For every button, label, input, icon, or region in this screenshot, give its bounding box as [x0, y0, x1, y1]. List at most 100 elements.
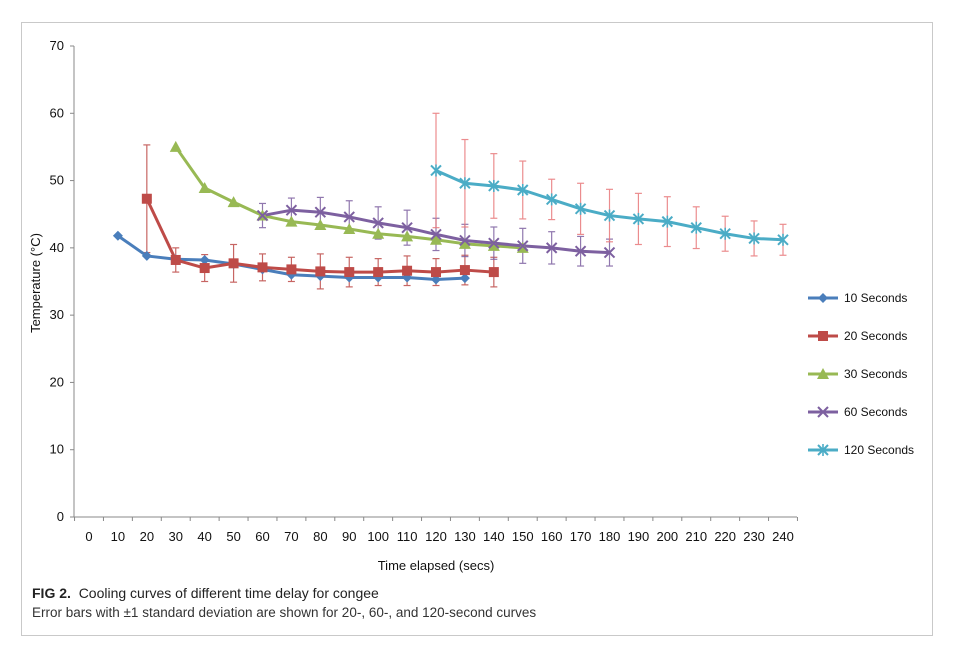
x-tick-label: 200: [656, 529, 678, 544]
x-tick-label: 230: [743, 529, 765, 544]
x-tick-label: 100: [367, 529, 389, 544]
data-point-60-seconds: [372, 217, 384, 229]
x-tick-label: 170: [570, 529, 592, 544]
x-tick-label: 140: [483, 529, 505, 544]
data-point-120-seconds: [777, 233, 789, 246]
data-point-60-seconds: [343, 211, 355, 223]
x-tick-label: 40: [197, 529, 211, 544]
legend-swatch-marker: [817, 406, 829, 418]
y-axis-title: Temperature (°C): [28, 233, 43, 333]
x-tick-label: 190: [628, 529, 650, 544]
data-point-30-seconds: [487, 239, 500, 251]
legend-item-120-seconds: 120 Seconds: [808, 443, 914, 457]
legend-label: 10 Seconds: [844, 291, 907, 305]
legend-swatch-marker: [818, 331, 828, 341]
data-point-120-seconds: [459, 177, 471, 190]
data-point-30-seconds: [227, 196, 240, 208]
figure-title: Cooling curves of different time delay f…: [78, 585, 379, 601]
legend-item-20-seconds: 20 Seconds: [808, 329, 907, 343]
data-point-20-seconds: [315, 266, 326, 277]
y-tick-label: 20: [50, 374, 64, 389]
data-point-20-seconds: [344, 267, 355, 278]
legend-item-30-seconds: 30 Seconds: [808, 367, 907, 381]
x-tick-label: 160: [541, 529, 563, 544]
y-tick-label: 50: [50, 173, 64, 188]
legend-item-10-seconds: 10 Seconds: [808, 291, 907, 305]
x-tick-label: 210: [685, 529, 707, 544]
data-point-120-seconds: [690, 221, 702, 234]
y-tick-label: 0: [57, 509, 64, 524]
data-point-120-seconds: [574, 202, 587, 215]
data-point-20-seconds: [141, 193, 152, 204]
legend-item-60-seconds: 60 Seconds: [808, 405, 907, 419]
data-point-10-seconds: [112, 230, 123, 241]
x-tick-label: 240: [772, 529, 794, 544]
data-point-120-seconds: [603, 209, 616, 222]
y-tick-label: 30: [50, 307, 64, 322]
data-point-30-seconds: [372, 227, 385, 239]
x-tick-label: 20: [140, 529, 154, 544]
legend-label: 60 Seconds: [844, 405, 907, 419]
data-point-20-seconds: [488, 267, 499, 278]
x-tick-label: 50: [226, 529, 240, 544]
x-tick-label: 130: [454, 529, 476, 544]
x-tick-label: 10: [111, 529, 125, 544]
data-point-20-seconds: [373, 267, 384, 278]
data-point-30-seconds: [343, 223, 356, 235]
data-point-10-seconds: [199, 254, 210, 265]
data-point-120-seconds: [517, 183, 529, 196]
data-point-30-seconds: [401, 230, 414, 242]
data-point-120-seconds: [545, 193, 558, 206]
data-point-20-seconds: [257, 262, 268, 273]
series-markers: [112, 140, 789, 285]
y-tick-label: 70: [50, 38, 64, 53]
x-tick-label: 30: [169, 529, 183, 544]
data-point-120-seconds: [488, 179, 500, 192]
data-point-120-seconds: [632, 212, 645, 225]
plot-background: [22, 23, 932, 577]
series-lines: [117, 146, 784, 281]
data-point-60-seconds: [545, 242, 558, 254]
figure-label: FIG 2.: [32, 585, 71, 601]
error-bars: [143, 112, 787, 290]
x-tick-label: 60: [255, 529, 269, 544]
data-point-120-seconds: [661, 215, 674, 228]
data-point-60-seconds: [517, 240, 529, 252]
data-point-30-seconds: [430, 233, 442, 245]
data-point-20-seconds: [228, 258, 239, 269]
data-point-10-seconds: [459, 273, 470, 284]
data-point-120-seconds: [719, 227, 731, 240]
legend-label: 120 Seconds: [844, 443, 914, 457]
data-point-20-seconds: [170, 254, 181, 265]
data-point-30-seconds: [314, 218, 327, 230]
figure-caption: FIG 2. Cooling curves of different time …: [32, 585, 912, 620]
x-axis-title: Time elapsed (secs): [378, 558, 495, 573]
figure-frame: [21, 22, 933, 636]
data-point-60-seconds: [256, 209, 269, 222]
data-point-30-seconds: [198, 181, 211, 193]
x-tick-label: 180: [599, 529, 621, 544]
legend-label: 30 Seconds: [844, 367, 907, 381]
x-tick-label: 110: [397, 529, 418, 544]
data-point-30-seconds: [285, 215, 298, 227]
x-tick-label: 70: [284, 529, 298, 544]
x-tick-label: 120: [425, 529, 447, 544]
data-point-120-seconds: [430, 164, 442, 177]
data-point-20-seconds: [199, 263, 210, 274]
axes: 0 10 20 30 40 50 60 70 0 10 20 30 40 50 60 70 80 90 100 110…: [50, 38, 798, 544]
data-point-30-seconds: [169, 140, 182, 152]
x-tick-label: 0: [85, 529, 92, 544]
legend-label: 20 Seconds: [844, 329, 907, 343]
data-point-20-seconds: [459, 265, 470, 276]
data-point-60-seconds: [574, 245, 587, 257]
y-tick-label: 60: [50, 105, 64, 120]
caption-title: FIG 2. Cooling curves of different time …: [32, 585, 912, 601]
data-point-10-seconds: [141, 250, 152, 261]
legend: 10 Seconds 20 Seconds 30 Seconds 60 Seconds…: [808, 291, 914, 457]
data-point-20-seconds: [286, 264, 297, 275]
y-tick-label: 40: [50, 240, 64, 255]
data-point-20-seconds: [402, 265, 413, 276]
x-tick-label: 220: [714, 529, 736, 544]
legend-swatch-marker: [818, 293, 828, 303]
legend-swatch-marker: [817, 368, 829, 379]
